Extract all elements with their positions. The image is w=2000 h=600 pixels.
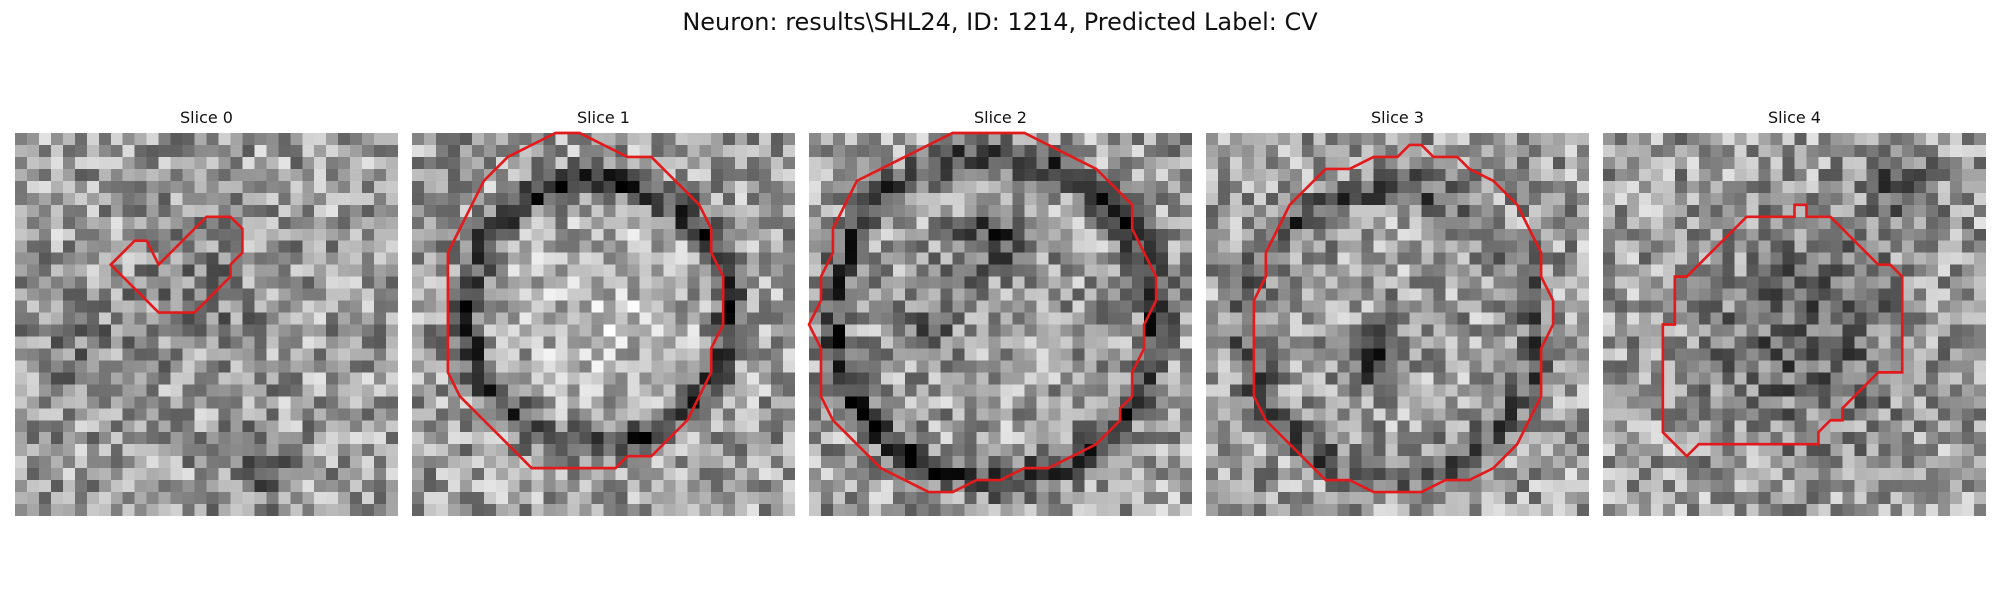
- neuron-contour: [1252, 143, 1555, 494]
- slice-title: Slice 1: [577, 108, 630, 127]
- slice-image: [1206, 133, 1589, 516]
- slice-panel-2: Slice 2: [807, 108, 1192, 516]
- slice-image: [15, 133, 398, 516]
- neuron-contour: [1661, 203, 1904, 459]
- neuron-contour-overlay: [446, 131, 725, 470]
- slice-panel-1: Slice 1: [412, 108, 795, 516]
- slice-title: Slice 3: [1371, 108, 1424, 127]
- neuron-contour: [108, 215, 244, 314]
- slice-panel-0: Slice 0: [15, 108, 398, 516]
- neuron-contour-overlay: [108, 215, 244, 314]
- slice-image: [809, 133, 1192, 516]
- neuron-contour-overlay: [1661, 203, 1904, 459]
- figure-title: Neuron: results\SHL24, ID: 1214, Predict…: [682, 8, 1318, 36]
- slice-panel-3: Slice 3: [1206, 108, 1589, 516]
- slice-image-frame: [412, 131, 795, 516]
- slice-image-frame: [1206, 133, 1589, 516]
- slice-panel-4: Slice 4: [1603, 108, 1986, 516]
- neuron-contour-overlay: [807, 131, 1158, 494]
- neuron-contour-overlay: [1252, 143, 1555, 494]
- slice-image-frame: [1603, 133, 1986, 516]
- neuron-contour: [446, 131, 725, 470]
- slice-image-frame: [15, 133, 398, 516]
- slice-title: Slice 0: [180, 108, 233, 127]
- slice-title: Slice 2: [974, 108, 1027, 127]
- slice-title: Slice 4: [1768, 108, 1821, 127]
- slice-image-frame: [807, 131, 1192, 516]
- neuron-contour: [807, 131, 1158, 494]
